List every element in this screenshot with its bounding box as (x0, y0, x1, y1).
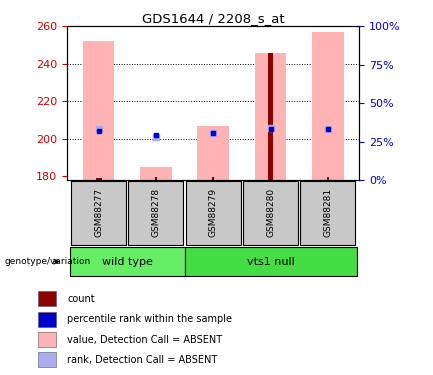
Bar (197, 126, 229, 180)
Text: vts1 null: vts1 null (247, 256, 294, 267)
Text: GSM88278: GSM88278 (152, 188, 161, 237)
Bar (140, 167, 172, 180)
Text: rank, Detection Call = ABSENT: rank, Detection Call = ABSENT (67, 355, 217, 365)
Text: GSM88279: GSM88279 (209, 188, 218, 237)
Bar (39, 352, 55, 367)
Text: GSM88280: GSM88280 (266, 188, 275, 237)
Text: count: count (67, 294, 95, 304)
Bar (70, 247, 184, 276)
Bar (71, 181, 126, 245)
Text: value, Detection Call = ABSENT: value, Detection Call = ABSENT (67, 334, 222, 345)
Bar (268, 53, 273, 180)
Bar (96, 177, 101, 180)
Bar (129, 181, 184, 245)
Bar (312, 32, 344, 180)
Text: percentile rank within the sample: percentile rank within the sample (67, 314, 232, 324)
Bar (39, 332, 55, 347)
Bar (255, 53, 286, 180)
Bar (39, 312, 55, 327)
Title: GDS1644 / 2208_s_at: GDS1644 / 2208_s_at (142, 12, 284, 25)
Bar (83, 41, 114, 180)
Bar (186, 181, 241, 245)
Bar (39, 291, 55, 306)
Text: wild type: wild type (102, 256, 153, 267)
Text: genotype/variation: genotype/variation (4, 257, 90, 266)
Bar (184, 247, 356, 276)
Text: GSM88277: GSM88277 (94, 188, 103, 237)
Bar (301, 181, 355, 245)
Bar (243, 181, 298, 245)
Text: GSM88281: GSM88281 (323, 188, 333, 237)
